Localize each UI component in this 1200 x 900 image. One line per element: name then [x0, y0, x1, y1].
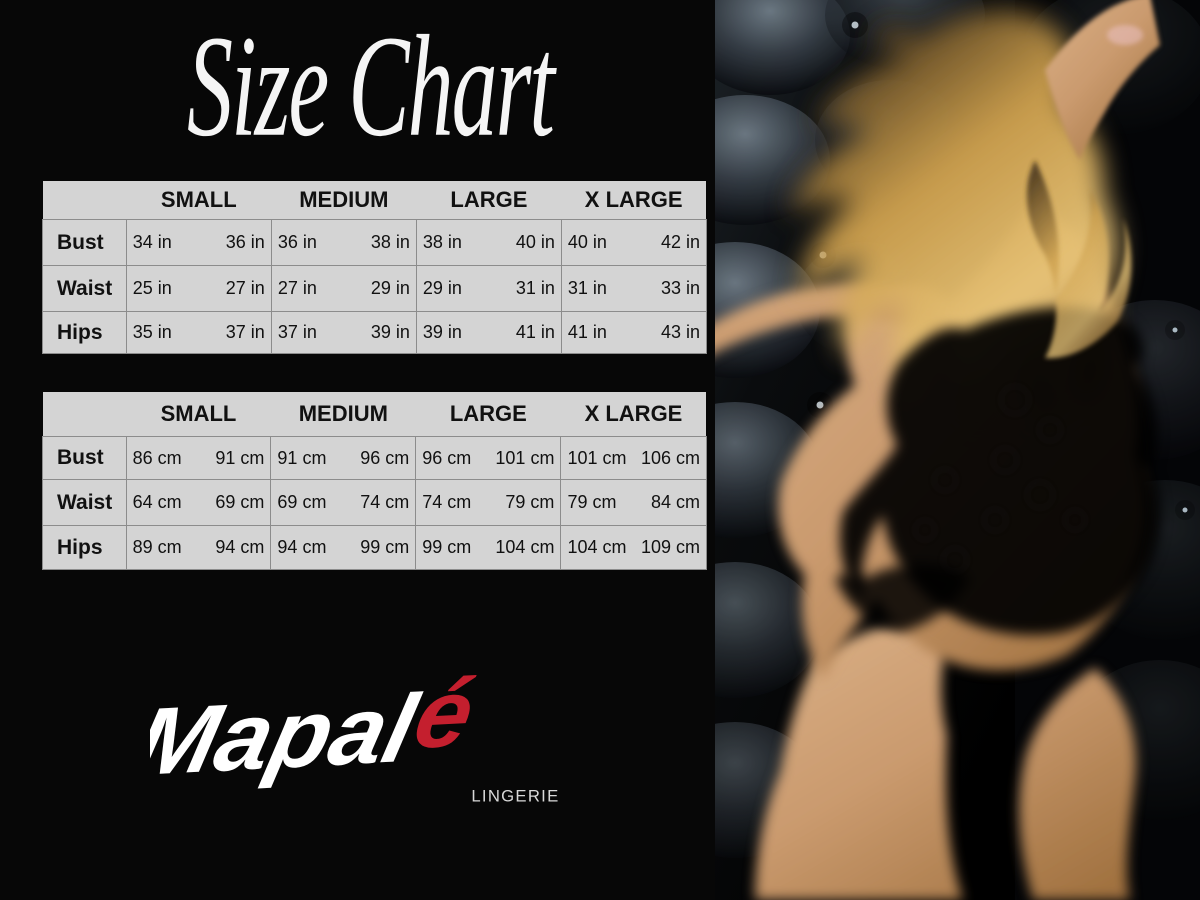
svg-text:Mapal: Mapal [150, 674, 428, 796]
svg-text:LINGERIE: LINGERIE [471, 787, 559, 806]
